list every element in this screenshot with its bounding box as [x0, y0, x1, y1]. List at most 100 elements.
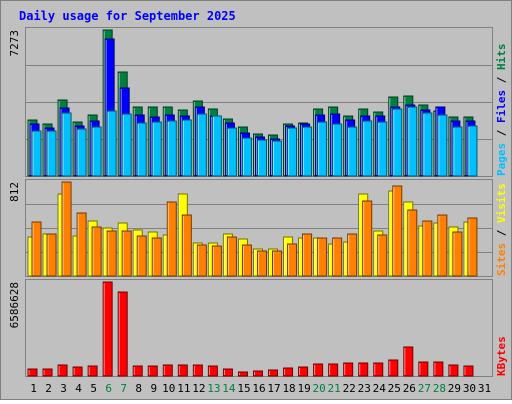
- x-tick-label-29: 29: [448, 382, 461, 395]
- bar-kbytes-26: [403, 346, 414, 377]
- bar-kbytes-18: [283, 367, 294, 377]
- legend-kbytes: KBytes: [495, 336, 508, 376]
- bar-kbytes-12: [192, 364, 203, 377]
- bar-kbytes-9: [147, 365, 158, 377]
- x-tick-label-27: 27: [418, 382, 431, 395]
- bar-pages-9: [151, 121, 162, 177]
- x-tick-label-4: 4: [75, 382, 82, 395]
- x-tick-label-3: 3: [60, 382, 67, 395]
- bar-sites-27: [422, 220, 433, 277]
- bar-pages-12: [196, 113, 207, 177]
- bar-pages-23: [362, 120, 373, 177]
- x-tick-label-13: 13: [207, 382, 220, 395]
- bar-sites-14: [226, 236, 237, 277]
- bar-pages-19: [302, 126, 313, 177]
- bar-pages-1: [31, 130, 42, 177]
- bar-kbytes-4: [72, 366, 83, 377]
- bar-kbytes-22: [343, 362, 354, 377]
- bar-sites-18: [287, 243, 298, 277]
- bar-sites-17: [272, 250, 283, 277]
- bar-sites-19: [302, 233, 313, 277]
- bar-pages-3: [61, 112, 72, 177]
- x-tick-label-12: 12: [192, 382, 205, 395]
- bar-sites-26: [407, 209, 418, 277]
- bar-sites-28: [437, 214, 448, 277]
- bar-pages-17: [272, 140, 283, 177]
- y-max-label-visits-sites: 812: [8, 182, 21, 202]
- bar-pages-25: [392, 108, 403, 177]
- bar-kbytes-19: [298, 366, 309, 377]
- bar-pages-6: [106, 110, 117, 177]
- bar-kbytes-11: [177, 364, 188, 377]
- y-max-label-kbytes: 6586628: [8, 282, 21, 328]
- bar-kbytes-21: [328, 363, 339, 377]
- bar-kbytes-7: [117, 291, 128, 377]
- bar-pages-20: [317, 121, 328, 177]
- legend-entry-hits-files-pages-0: Pages: [495, 143, 508, 176]
- legend-entry-visits-sites-2: Visits: [495, 183, 508, 223]
- legend-hits-files-pages: Pages / Files / Hits: [495, 44, 508, 177]
- bar-sites-16: [256, 250, 267, 277]
- x-tick-label-11: 11: [177, 382, 190, 395]
- bar-kbytes-3: [57, 364, 68, 377]
- bar-pages-24: [377, 121, 388, 177]
- legend-entry-hits-files-pages-2: Files: [495, 90, 508, 123]
- bar-sites-3: [61, 181, 72, 277]
- bar-sites-9: [151, 237, 162, 277]
- bar-kbytes-24: [373, 362, 384, 377]
- bar-kbytes-27: [418, 361, 429, 377]
- legend-visits-sites: Sites / Visits: [495, 183, 508, 276]
- bar-sites-10: [166, 201, 177, 277]
- x-tick-label-21: 21: [328, 382, 341, 395]
- legend-entry-hits-files-pages-3: /: [495, 70, 508, 90]
- x-tick-label-18: 18: [282, 382, 295, 395]
- x-tick-label-23: 23: [358, 382, 371, 395]
- x-tick-label-31: 31: [478, 382, 491, 395]
- bar-pages-22: [347, 126, 358, 177]
- bar-pages-4: [76, 128, 87, 177]
- bar-sites-21: [332, 237, 343, 277]
- x-tick-label-1: 1: [30, 382, 37, 395]
- x-tick-label-5: 5: [90, 382, 97, 395]
- x-tick-label-8: 8: [135, 382, 142, 395]
- x-tick-label-15: 15: [237, 382, 250, 395]
- x-tick-label-26: 26: [403, 382, 416, 395]
- bar-pages-13: [211, 115, 222, 177]
- x-tick-label-28: 28: [433, 382, 446, 395]
- bar-kbytes-29: [448, 364, 459, 377]
- legend-entry-visits-sites-1: /: [495, 223, 508, 243]
- bar-sites-22: [347, 233, 358, 277]
- bar-pages-11: [181, 119, 192, 177]
- x-tick-label-17: 17: [267, 382, 280, 395]
- bar-kbytes-1: [27, 368, 38, 377]
- x-tick-label-19: 19: [297, 382, 310, 395]
- bar-kbytes-15: [237, 371, 248, 377]
- bar-kbytes-17: [268, 369, 279, 377]
- bar-pages-28: [437, 114, 448, 177]
- y-max-label-hits-files-pages: 7273: [8, 30, 21, 57]
- bar-sites-7: [121, 230, 132, 277]
- bar-kbytes-28: [433, 361, 444, 377]
- bar-sites-8: [136, 235, 147, 277]
- bar-kbytes-16: [252, 370, 263, 377]
- legend-entry-hits-files-pages-1: /: [495, 123, 508, 143]
- bar-kbytes-8: [132, 365, 143, 377]
- x-tick-label-9: 9: [150, 382, 157, 395]
- bar-pages-29: [452, 126, 463, 177]
- bar-sites-1: [31, 221, 42, 277]
- x-tick-label-10: 10: [162, 382, 175, 395]
- x-tick-label-22: 22: [343, 382, 356, 395]
- bar-pages-10: [166, 120, 177, 177]
- bar-sites-11: [181, 214, 192, 277]
- x-tick-label-16: 16: [252, 382, 265, 395]
- bar-kbytes-30: [463, 365, 474, 377]
- bar-pages-15: [241, 137, 252, 177]
- bar-sites-23: [362, 200, 373, 277]
- bar-kbytes-13: [207, 365, 218, 377]
- x-tick-label-14: 14: [222, 382, 236, 395]
- bar-pages-16: [256, 139, 267, 177]
- bar-sites-30: [467, 217, 478, 277]
